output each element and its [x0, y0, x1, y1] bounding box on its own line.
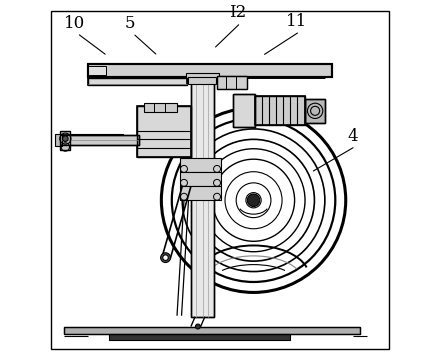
- Bar: [233, 94, 255, 127]
- Bar: [217, 76, 247, 89]
- Circle shape: [63, 136, 68, 142]
- Bar: [180, 186, 220, 200]
- Circle shape: [161, 253, 170, 263]
- Bar: [180, 172, 220, 186]
- Bar: [88, 64, 332, 77]
- Circle shape: [195, 324, 200, 329]
- Bar: [180, 159, 220, 172]
- Bar: [88, 78, 187, 85]
- Bar: [254, 96, 305, 125]
- Bar: [137, 106, 191, 157]
- Bar: [60, 135, 139, 144]
- Bar: [88, 78, 187, 85]
- Bar: [64, 326, 360, 334]
- Bar: [88, 64, 332, 77]
- Bar: [188, 77, 216, 84]
- Bar: [88, 66, 106, 75]
- Bar: [109, 334, 290, 340]
- Circle shape: [163, 255, 168, 261]
- Text: I2: I2: [229, 4, 247, 21]
- Text: 10: 10: [64, 15, 85, 32]
- Bar: [305, 99, 325, 123]
- Bar: [305, 99, 325, 123]
- Bar: [144, 103, 177, 112]
- Text: 11: 11: [286, 13, 308, 30]
- Bar: [217, 76, 247, 89]
- Bar: [137, 106, 191, 157]
- Bar: [254, 96, 305, 125]
- Bar: [60, 131, 70, 150]
- Circle shape: [247, 194, 260, 206]
- Bar: [64, 326, 360, 334]
- Circle shape: [160, 106, 348, 294]
- Bar: [191, 75, 213, 317]
- Text: 5: 5: [125, 15, 135, 32]
- Text: 4: 4: [348, 127, 358, 144]
- Bar: [62, 134, 123, 139]
- Bar: [233, 94, 255, 127]
- Bar: [55, 135, 62, 145]
- Bar: [60, 135, 139, 144]
- Bar: [186, 73, 219, 79]
- Bar: [191, 75, 213, 317]
